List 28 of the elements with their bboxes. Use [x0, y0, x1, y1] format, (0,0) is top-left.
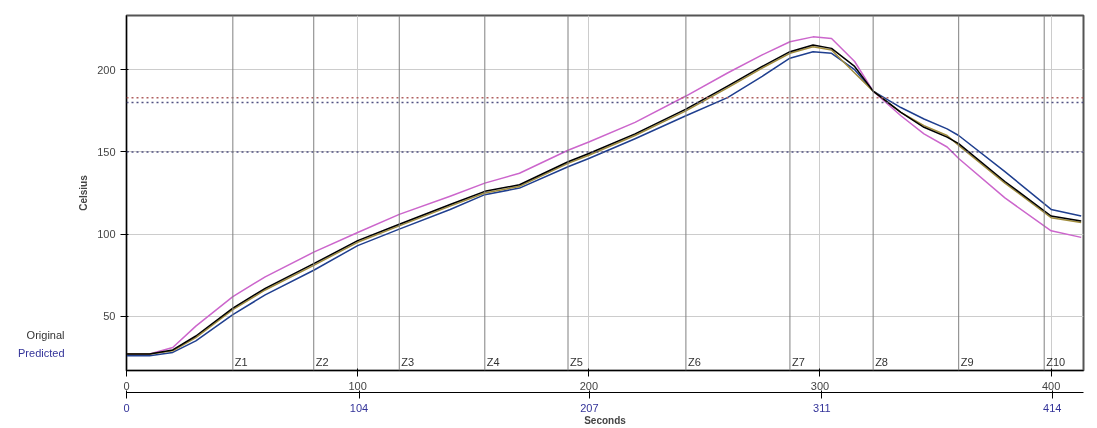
ref-line-label: Z2 — [315, 355, 329, 368]
y-tick-label: 100 — [97, 228, 116, 241]
x-tick-label: 400 — [1041, 379, 1061, 392]
ref-line-label: Z6 — [687, 355, 701, 368]
ref-line-label: Z7 — [791, 355, 805, 368]
x2-tick-label: 311 — [813, 401, 831, 414]
ref-line-label: Z5 — [570, 355, 583, 368]
x-tick-label: 200 — [579, 379, 598, 392]
text: Predicted — [18, 346, 65, 359]
x-tick-label: 0 — [123, 379, 130, 392]
ref-line-label: Z9 — [960, 355, 974, 368]
x-axis-title: Seconds — [584, 414, 627, 426]
ref-line-label: Z4 — [486, 355, 500, 368]
text: Original — [26, 328, 65, 341]
x-tick-label: 300 — [810, 379, 830, 392]
x2-tick-label: 104 — [349, 401, 369, 414]
ref-line-label: Z10 — [1046, 355, 1066, 368]
x2-tick-label: 0 — [123, 401, 130, 414]
x2-tick-label: 414 — [1043, 401, 1062, 414]
x2-tick-label: 207 — [580, 401, 599, 414]
ref-line-label: Z3 — [401, 355, 415, 368]
y-tick-label: 50 — [103, 310, 116, 323]
ref-line-label: Z8 — [875, 355, 888, 368]
x-tick-label: 100 — [348, 379, 367, 392]
y-tick-label: 200 — [97, 63, 116, 76]
y-tick-label: 150 — [97, 145, 116, 158]
y-axis-title: Celsius — [78, 174, 90, 211]
ref-line-label: Z1 — [234, 355, 248, 368]
